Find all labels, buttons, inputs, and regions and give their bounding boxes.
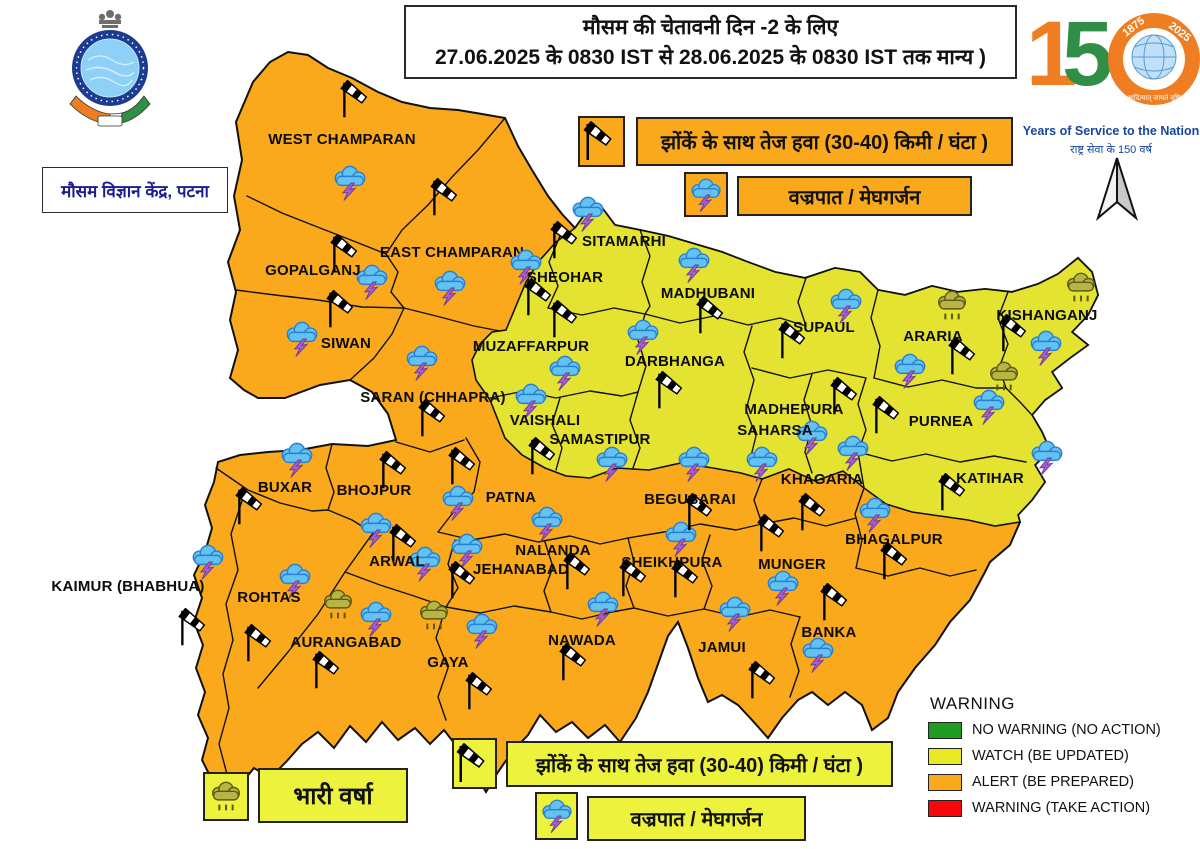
district-label: JEHANABAD [473,561,569,578]
forecast-title-line1: मौसम की चेतावनी दिन -2 के लिए [582,16,839,39]
district-label: KAIMUR (BHABHUA) [51,578,204,595]
watch-region [471,204,1099,527]
district-label: MUNGER [758,556,826,573]
district-label: MADHUBANI [661,285,755,302]
warning-color-legend: WARNING NO WARNING (NO ACTION) WATCH (BE … [928,694,1198,826]
district-label: BHOJPUR [337,482,412,499]
district-label: BANKA [801,624,856,641]
warning-color-swatch [928,721,962,739]
district-label: SARAN (CHHAPRA) [360,389,506,406]
forecast-validity-line: 27.06.2025 के 0830 IST से 28.06.2025 के … [434,46,987,69]
district-label: BUXAR [258,479,312,496]
district-label: SITAMARHI [582,233,666,250]
district-label: SIWAN [321,335,371,352]
warning-level-label: NO WARNING (NO ACTION) [972,722,1161,738]
alert-thunder-legend-icon-box [684,172,728,217]
watch-wind-legend-text: झोंकें के साथ तेज हवा (30-40) किमी / घंट… [506,741,893,787]
warning-legend-title: WARNING [930,694,1016,713]
watch-rain-legend-icon-box [203,772,249,821]
imd-logo [69,10,151,127]
logo150-caption-en: Years of Service to the Nation [1022,124,1200,138]
north-arrow-icon [1096,157,1138,221]
warning-level-label: WATCH (BE UPDATED) [972,748,1129,764]
warning-color-swatch [928,773,962,791]
district-label: SUPAUL [793,319,855,336]
warning-level-label: WARNING (TAKE ACTION) [972,800,1151,816]
district-label: SHEIKHPURA [621,554,722,571]
logo150-caption-hi: राष्ट्र सेवा के 150 वर्ष [1070,144,1152,156]
warning-legend-row: WATCH (BE UPDATED) [928,747,1198,765]
heavy-rain-icon [207,778,245,816]
district-label: NAWADA [548,632,616,649]
alert-wind-legend-icon-box [578,116,625,167]
logo150-digit-5: 5 [1062,3,1114,105]
office-name-box: मौसम विज्ञान केंद्र, पटना [42,167,228,213]
district-label: SHEOHAR [527,269,603,286]
district-label: MADHEPURA [744,401,843,418]
office-name-label: मौसम विज्ञान केंद्र, पटना [61,181,209,201]
imd-150-years-logo: 1 5 1875 2025 आदित्यात् जायते वृष्टिः Ye… [1022,6,1200,166]
thunderstorm-icon [539,798,575,834]
watch-rain-legend-text: भारी वर्षा [258,768,408,823]
district-label: SAMASTIPUR [549,431,650,448]
district-label: DARBHANGA [625,353,725,370]
district-label: ARWAL [369,553,425,570]
warning-legend-row: WARNING (TAKE ACTION) [928,799,1198,817]
district-label: NALANDA [515,542,591,559]
district-label: PURNEA [909,413,974,430]
district-label: WEST CHAMPARAN [268,131,416,148]
windsock-icon [456,743,494,785]
watch-thunder-legend-text: वज्रपात / मेघगर्जन [587,796,806,841]
district-label: BHAGALPUR [845,531,943,548]
thunderstorm-icon [688,177,724,213]
watch-thunder-legend-icon-box [535,792,578,840]
alert-thunder-legend-text: वज्रपात / मेघगर्जन [737,176,972,216]
warning-legend-row: ALERT (BE PREPARED) [928,773,1198,791]
district-label: ARARIA [903,328,963,345]
district-label: AURANGABAD [290,634,401,651]
district-label: ROHTAS [237,589,300,606]
district-label: SAHARSA [737,422,813,439]
district-label: PATNA [486,489,536,506]
district-label: KISHANGANJ [996,307,1097,324]
warning-level-label: ALERT (BE PREPARED) [972,774,1134,790]
windsock-icon [583,121,621,163]
warning-legend-row: NO WARNING (NO ACTION) [928,721,1198,739]
district-label: GAYA [427,654,468,671]
logo150-badge: 1875 2025 आदित्यात् जायते वृष्टिः [1108,13,1200,105]
forecast-title-box: मौसम की चेतावनी दिन -2 के लिए 27.06.2025… [404,5,1017,79]
svg-text:आदित्यात् जायते वृष्टिः: आदित्यात् जायते वृष्टिः [1127,93,1182,102]
alert-wind-legend-text: झोंकें के साथ तेज हवा (30-40) किमी / घंट… [636,117,1013,166]
warning-color-swatch [928,747,962,765]
district-label: KHAGARIA [781,471,863,488]
district-label: JAMUI [698,639,746,656]
warning-color-swatch [928,799,962,817]
district-label: GOPALGANJ [265,262,361,279]
district-label: VAISHALI [510,412,581,429]
watch-wind-legend-icon-box [452,738,497,789]
district-label: KATIHAR [956,470,1024,487]
logo150-digit-1: 1 [1026,3,1078,105]
district-label: EAST CHAMPARAN [380,244,524,261]
district-label: MUZAFFARPUR [473,338,589,355]
district-label: BEGUSARAI [644,491,736,508]
